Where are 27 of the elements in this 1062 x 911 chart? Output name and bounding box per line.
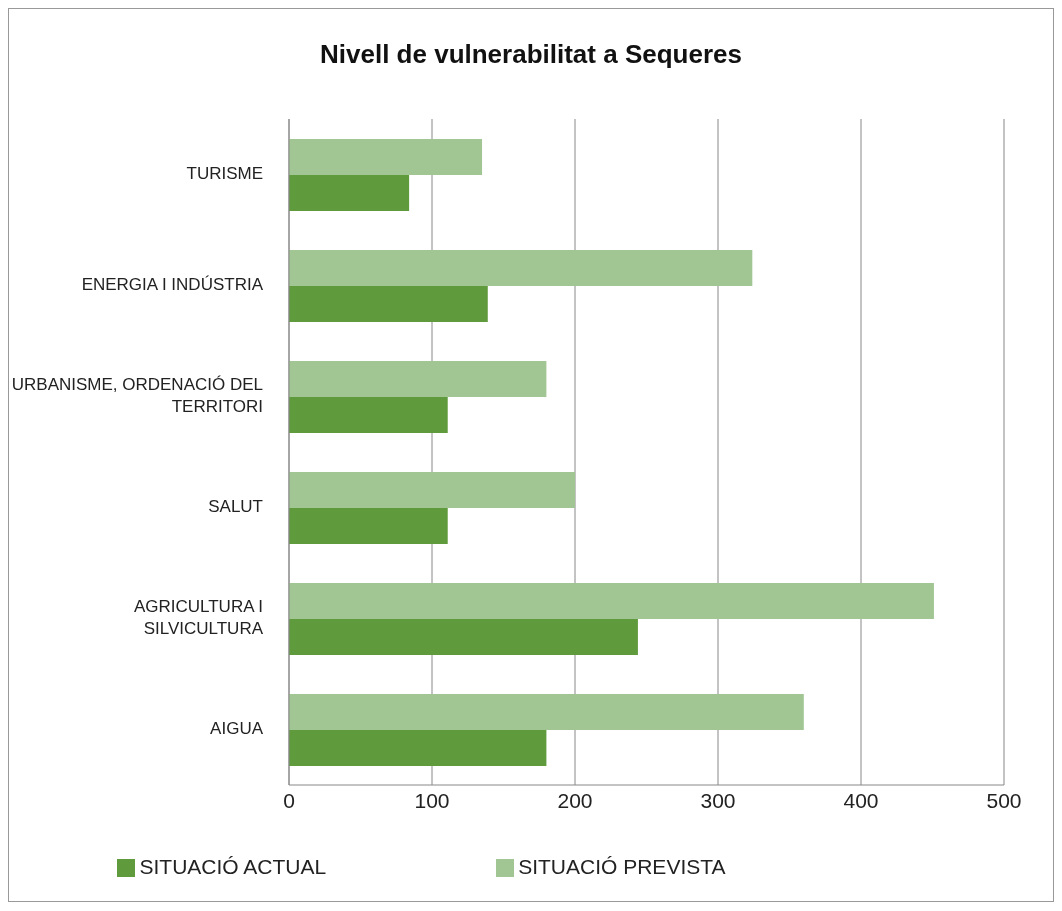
bar (289, 138, 483, 175)
y-tick-label: URBANISME, ORDENACIÓ DEL TERRITORI (11, 374, 263, 416)
bar (289, 729, 547, 766)
x-tick-label: 0 (283, 788, 295, 812)
y-tick-label: SALUT (208, 496, 263, 516)
bar (289, 285, 488, 322)
y-tick-label: ENERGIA I INDÚSTRIA (81, 274, 264, 294)
bar (289, 174, 410, 211)
chart-title: Nivell de vulnerabilitat a Sequeres (319, 38, 743, 71)
x-tick-label: 300 (700, 788, 736, 812)
bar (289, 249, 753, 286)
y-tick-label: AGRICULTURA I SILVICULTURA (133, 596, 264, 638)
bar (289, 693, 804, 730)
bar (289, 360, 547, 397)
legend-label: SITUACIÓ ACTUAL (139, 855, 327, 878)
y-tick-label: AIGUA (210, 718, 264, 738)
bar (289, 582, 934, 619)
x-tick-label: 400 (843, 788, 879, 812)
y-tick-label: TURISME (186, 163, 263, 183)
bar (289, 396, 448, 433)
legend-label: SITUACIÓ PREVISTA (518, 855, 726, 878)
bar (289, 471, 575, 508)
x-tick-label: 500 (986, 788, 1022, 812)
bar (289, 507, 448, 544)
x-tick-label: 200 (557, 788, 593, 812)
bar (289, 618, 638, 655)
x-tick-label: 100 (414, 788, 450, 812)
